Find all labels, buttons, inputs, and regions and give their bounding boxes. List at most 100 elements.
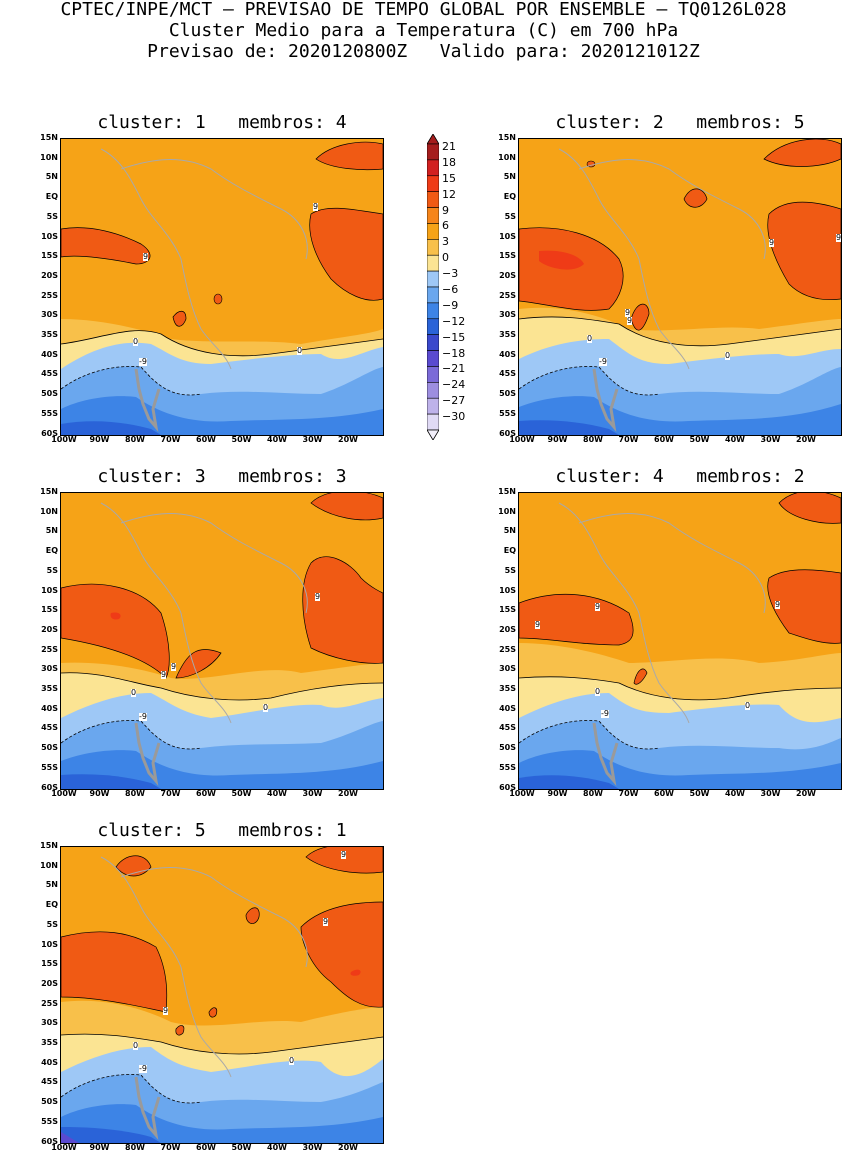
panel-3-lat-label: 5S [46, 565, 58, 575]
panel-2-label-m9: -9 [599, 357, 607, 366]
panel-2-lat-label: 40S [499, 349, 516, 359]
panel-1-title: cluster: 1 membros: 4 [97, 112, 347, 133]
panel-3-lat-label: 20S [41, 624, 58, 634]
colorbar-segment [427, 207, 439, 224]
panel-4-label-0b: 0 [745, 701, 751, 710]
panel-3-label-0a: 0 [131, 688, 137, 697]
panel-1-label-0b: 0 [297, 346, 303, 355]
colorbar-label: −6 [442, 283, 459, 296]
panel-2-lat-label: EQ [503, 192, 516, 202]
panel-2-lon-label: 80W [583, 435, 603, 444]
panel-2-lon-label: 30W [760, 435, 781, 444]
panel-3-label-0b: 0 [263, 703, 269, 712]
panel-3-lat-label: 45S [41, 723, 58, 733]
panel-1-lat-label: 60S [41, 428, 58, 438]
panel-3-map[interactable]: 9 9 9 0 0 -9 [60, 492, 384, 790]
panel-1-label-m9: -9 [139, 357, 147, 366]
panel-5-lat-label: 40S [41, 1057, 58, 1067]
colorbar-segment [427, 350, 439, 367]
panel-1-map[interactable]: 9 9 0 0 -9 [60, 138, 384, 436]
panel-4-lat-label: 15S [499, 605, 516, 615]
colorbar-segment [427, 397, 439, 415]
colorbar-segment [427, 302, 439, 320]
panel-4-lat-label: 5S [504, 565, 516, 575]
colorbar-label: 18 [442, 155, 456, 169]
colorbar-label: 15 [442, 171, 456, 185]
panel-4-lat-label: 10S [499, 585, 516, 595]
panel-4-lat-label: 55S [499, 762, 516, 772]
panel-4-lon-label: 90W [547, 789, 568, 798]
panel-5-lon-label: 90W [89, 1143, 110, 1152]
colorbar-segment [427, 239, 439, 256]
colorbar-segment [427, 366, 439, 383]
panel-4-lat-label: 25S [499, 644, 516, 654]
panel-2-lat-label: 5N [503, 172, 516, 182]
panel-1-lat-label: 10N [40, 152, 58, 162]
panel-3-lon-label: 60W [196, 789, 216, 798]
colorbar-segment [427, 191, 439, 208]
panel-1-lat-label: 5N [45, 172, 58, 182]
panel-3-lon-label: 90W [89, 789, 110, 798]
panel-3-lat-label: 25S [41, 644, 58, 654]
panel-5-lat-label: 20S [41, 978, 58, 988]
panel-3-lat-label: 30S [41, 664, 58, 674]
panel-5-label-0b: 0 [289, 1056, 295, 1065]
colorbar-label: −24 [442, 378, 466, 392]
panel-2-lon-label: 100W [509, 435, 535, 444]
panel-4-lat-label: 40S [499, 703, 516, 713]
colorbar-segment [427, 286, 439, 304]
panel-4-label-9c: 9 [535, 620, 541, 629]
panel-5-lat-label: 55S [41, 1116, 58, 1126]
panel-1-lat-label: 10S [41, 231, 58, 241]
panel-3-lon-label: 100W [51, 789, 77, 798]
colorbar-segment [427, 254, 439, 272]
panel-1-lat-label: 45S [41, 369, 58, 379]
panel-3-lat-label: 55S [41, 762, 58, 772]
panel-3-lat-label: 40S [41, 703, 58, 713]
panel-1-lon-label: 50W [231, 435, 252, 444]
colorbar-segment [427, 382, 439, 399]
panel-3-label-9b: 9 [171, 662, 177, 671]
panel-3-label-m9: -9 [139, 712, 147, 721]
panel-5-lon-label: 30W [302, 1143, 323, 1152]
panel-4-map[interactable]: 9 9 9 0 0 -9 [518, 492, 842, 790]
panel-5-label-9c: 9 [163, 1006, 169, 1015]
panel-5-lat-label: 50S [41, 1097, 58, 1107]
panel-1-lon-label: 60W [196, 435, 216, 444]
panel-3-lat-label: 5N [45, 526, 58, 536]
colorbar-bottom-arrow [427, 429, 439, 440]
panel-1-lon-label: 100W [51, 435, 77, 444]
colorbar-segment [427, 334, 439, 351]
colorbar-label: 12 [442, 187, 456, 201]
colorbar-segment [427, 413, 439, 431]
panel-2-map[interactable]: 9 9 9 9 0 0 -9 [518, 138, 842, 436]
panel-3-lat-label: 50S [41, 743, 58, 753]
panel-1-lat-label: 55S [41, 408, 58, 418]
panel-1-lat-label: 30S [41, 310, 58, 320]
panel-4-lon-label: 20W [796, 789, 816, 798]
colorbar-top-arrow [427, 134, 439, 145]
panel-5-title: cluster: 5 membros: 1 [97, 820, 347, 841]
colorbar-segment [427, 159, 439, 177]
colorbar-segment [427, 223, 439, 240]
panel-2-label-9c: 9 [627, 316, 633, 325]
panel-4-lat-label: 35S [499, 684, 516, 693]
panel-1-lat-label: 15N [40, 133, 58, 142]
panel-5-label-0a: 0 [133, 1041, 139, 1050]
colorbar-label: 0 [442, 251, 449, 265]
panel-2-lat-label: 10S [499, 231, 516, 241]
panel-1-lat-label: 35S [41, 330, 58, 339]
colorbar-segment [427, 270, 439, 288]
panel-5-lon-label: 20W [338, 1143, 358, 1152]
colorbar-label: −15 [442, 330, 466, 344]
panel-3-lat-label: 60S [41, 782, 58, 792]
panel-5-map[interactable]: 9 9 9 0 0 -9 [60, 846, 384, 1144]
panel-4-lon-label: 100W [509, 789, 535, 798]
panel-1-lat-label: 15S [41, 251, 58, 261]
panel-2-label-0b: 0 [725, 351, 731, 360]
panel-5-lon-label: 60W [196, 1143, 216, 1152]
colorbar-label: 6 [442, 219, 449, 233]
panel-2-lat-label: 50S [499, 389, 516, 399]
panel-3-lat-label: 35S [41, 684, 58, 693]
colorbar-label: −21 [442, 362, 466, 376]
